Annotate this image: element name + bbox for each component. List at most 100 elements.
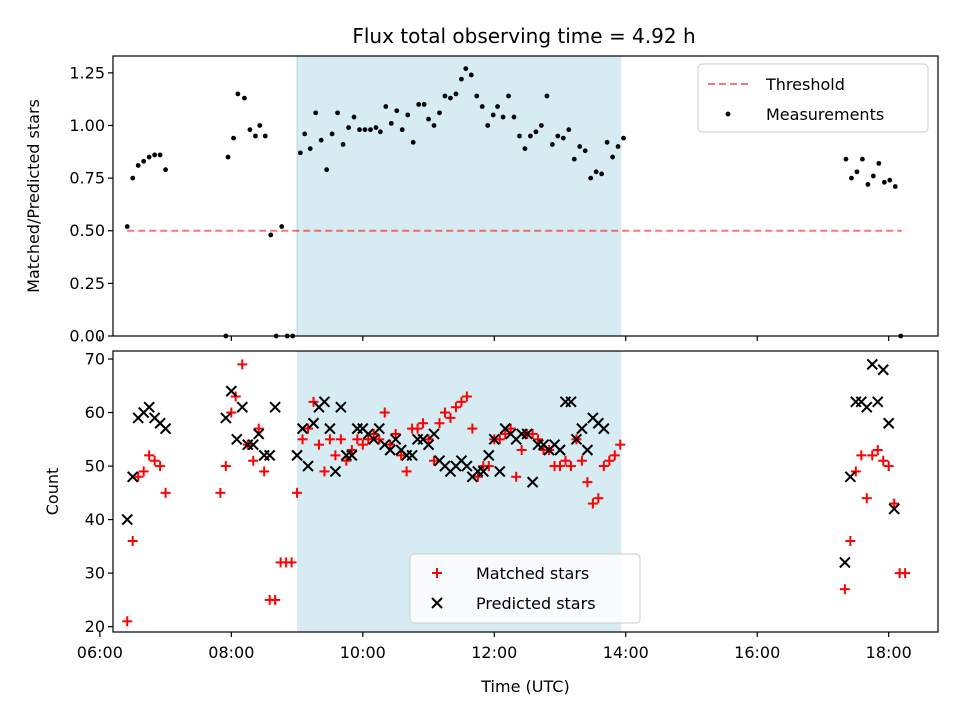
predicted-star-point xyxy=(159,422,172,435)
matched-star-point xyxy=(505,423,516,434)
matched-star-point xyxy=(576,455,587,466)
predicted-star-point xyxy=(269,401,281,413)
matched-star-point xyxy=(133,471,144,482)
predicted-star-point xyxy=(844,471,857,483)
measurement-point xyxy=(892,184,898,189)
x-tick-label: 12:00 xyxy=(471,643,517,662)
count-y-tick-label: 60 xyxy=(85,403,105,422)
observing-window-span xyxy=(297,56,622,336)
legend-matched-label: Matched stars xyxy=(476,564,589,583)
matched-star-point xyxy=(374,434,385,445)
matched-star-point xyxy=(308,396,319,407)
matched-star-point xyxy=(872,445,883,456)
matched-star-point xyxy=(582,477,593,488)
measurement-point xyxy=(225,154,231,160)
matched-star-point xyxy=(593,493,604,504)
ratio-y-axis-label: Matched/Predicted stars xyxy=(24,99,43,293)
count-legend: Matched stars Predicted stars xyxy=(409,553,641,624)
matched-star-point xyxy=(565,461,576,472)
predicted-star-point xyxy=(521,428,533,440)
x-tick-label: 18:00 xyxy=(866,643,912,662)
matched-star-point xyxy=(516,445,527,456)
matched-star-point xyxy=(346,445,357,456)
matched-star-point xyxy=(467,423,478,434)
matched-star-point xyxy=(845,536,856,547)
matched-star-point xyxy=(127,536,138,547)
measurement-point xyxy=(262,133,268,139)
matched-star-point xyxy=(900,568,911,579)
measurement-point xyxy=(388,120,394,126)
matched-star-point xyxy=(319,466,330,477)
predicted-star-point xyxy=(253,428,265,440)
measurement-point xyxy=(124,224,130,229)
predicted-star-point xyxy=(236,401,248,413)
measurement-point xyxy=(881,179,887,185)
measurement-point xyxy=(130,175,136,181)
measurement-point xyxy=(870,173,876,179)
matched-star-point xyxy=(456,396,467,407)
measurement-point xyxy=(865,182,871,187)
matched-star-point xyxy=(429,455,440,466)
measurement-point xyxy=(146,154,152,160)
measurement-point xyxy=(566,127,572,133)
measurement-point xyxy=(538,123,544,128)
measurement-point xyxy=(485,123,491,128)
measurement-point xyxy=(335,110,341,116)
matched-star-point xyxy=(598,461,609,472)
legend-predicted-label: Predicted stars xyxy=(476,594,596,613)
matched-star-point xyxy=(609,450,620,461)
predicted-star-point xyxy=(318,396,331,408)
measurement-point xyxy=(383,104,389,109)
measurement-point xyxy=(511,114,517,120)
measurement-point xyxy=(887,177,893,183)
legend-threshold-label: Threshold xyxy=(765,75,845,94)
measurement-point xyxy=(876,160,882,166)
measurement-point xyxy=(571,156,577,162)
ratio-y-tick-label: 1.25 xyxy=(69,63,105,82)
measurement-point xyxy=(329,131,335,137)
predicted-star-point xyxy=(127,471,139,483)
measurement-point xyxy=(588,175,594,181)
predicted-star-point xyxy=(581,444,594,456)
matched-star-point xyxy=(527,428,538,439)
matched-star-point xyxy=(138,466,149,477)
predicted-star-point xyxy=(220,412,232,424)
predicted-star-point xyxy=(307,417,320,429)
matched-star-point xyxy=(226,407,237,418)
matched-star-point xyxy=(385,439,396,450)
count-y-tick-label: 30 xyxy=(85,564,105,583)
predicted-star-point xyxy=(565,396,577,408)
measurement-point xyxy=(279,224,285,229)
matched-star-point xyxy=(511,471,522,482)
measurement-point xyxy=(141,158,147,164)
measurement-point xyxy=(297,150,303,156)
count-y-tick-label: 40 xyxy=(85,510,105,529)
matched-star-point xyxy=(390,428,401,439)
predicted-star-point xyxy=(121,513,133,526)
matched-star-point xyxy=(412,423,423,434)
matched-star-point xyxy=(335,434,346,445)
measurement-point xyxy=(577,144,583,149)
ratio-y-tick-label: 0.25 xyxy=(69,274,105,293)
measurement-point xyxy=(235,91,241,97)
predicted-star-point xyxy=(570,433,583,446)
matched-star-point xyxy=(867,450,878,461)
matched-star-point xyxy=(861,493,872,504)
matched-star-point xyxy=(533,434,544,445)
measurement-point xyxy=(854,169,860,175)
measurement-point xyxy=(500,114,506,120)
matched-star-point xyxy=(423,434,434,445)
matched-star-point xyxy=(450,402,461,413)
x-axis-label: Time (UTC) xyxy=(480,677,569,696)
matched-star-point xyxy=(368,428,379,439)
measurement-point xyxy=(357,127,362,133)
predicted-star-point xyxy=(225,385,238,397)
predicted-star-point xyxy=(428,428,440,440)
measurement-point xyxy=(416,102,422,107)
predicted-star-point xyxy=(302,460,314,472)
predicted-star-point xyxy=(329,465,342,478)
count-y-tick-label: 70 xyxy=(85,350,105,369)
matched-star-point xyxy=(292,487,303,498)
count-y-tick-label: 50 xyxy=(85,457,105,476)
matched-star-point xyxy=(286,557,297,568)
